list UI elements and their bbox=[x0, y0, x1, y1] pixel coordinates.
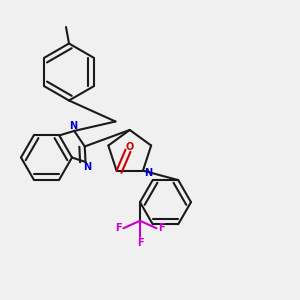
Text: F: F bbox=[159, 223, 165, 233]
Text: N: N bbox=[69, 121, 77, 130]
Text: N: N bbox=[83, 162, 91, 172]
Text: F: F bbox=[137, 238, 143, 248]
Text: F: F bbox=[115, 223, 122, 233]
Text: O: O bbox=[126, 142, 134, 152]
Text: N: N bbox=[144, 168, 152, 178]
